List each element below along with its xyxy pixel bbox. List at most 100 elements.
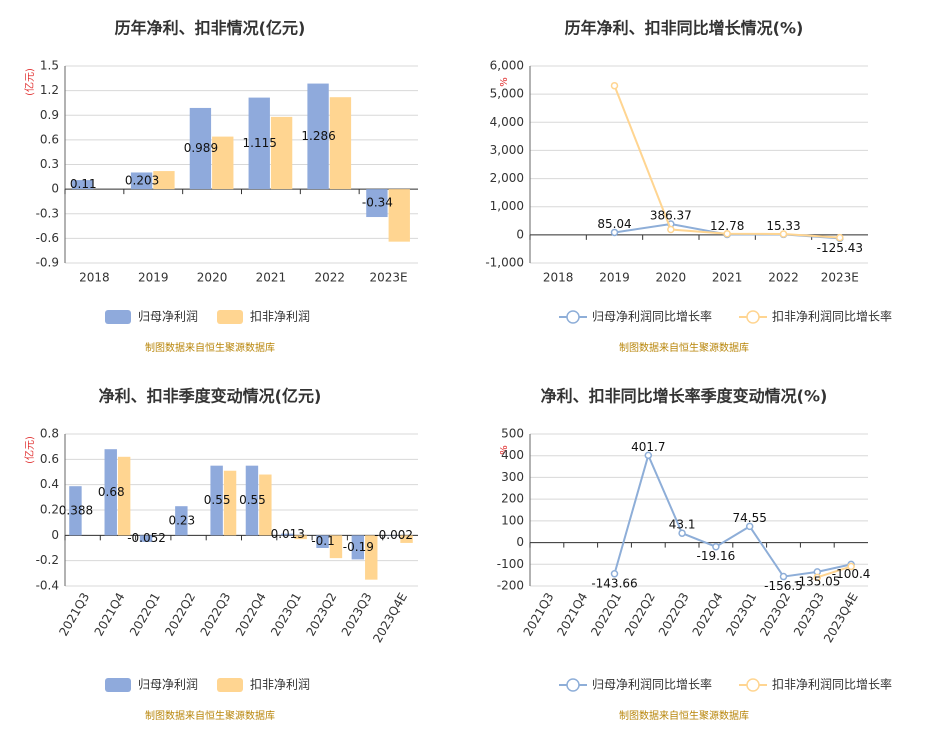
y-tick-label: 2,000 bbox=[490, 171, 524, 185]
y-tick-label: 100 bbox=[501, 513, 524, 527]
legend-label[interactable]: 扣非净利润同比增长率 bbox=[772, 677, 892, 692]
line bbox=[816, 565, 852, 579]
y-tick-label: 0.9 bbox=[40, 108, 59, 122]
x-tick-label: 2023Q1 bbox=[268, 590, 304, 638]
point bbox=[723, 229, 731, 238]
bar bbox=[223, 470, 237, 536]
data-label: 0.68 bbox=[98, 485, 125, 499]
legend-label[interactable]: 归母净利润同比增长率 bbox=[592, 309, 712, 324]
bar bbox=[117, 456, 131, 536]
x-tick-label: 2021Q3 bbox=[56, 590, 92, 638]
legend-swatch[interactable] bbox=[566, 310, 580, 324]
bar bbox=[139, 535, 153, 542]
bar bbox=[329, 97, 352, 190]
y-tick-label: 300 bbox=[501, 470, 524, 484]
x-tick-label: 2023Q1 bbox=[723, 590, 759, 638]
y-tick-label: -1,000 bbox=[485, 256, 524, 270]
data-label: -0.34 bbox=[362, 196, 393, 210]
legend-swatch[interactable] bbox=[217, 678, 243, 692]
x-tick-label: 2022 bbox=[314, 271, 345, 285]
legend-label[interactable]: 归母净利润同比增长率 bbox=[592, 677, 712, 692]
legend-swatch[interactable] bbox=[746, 678, 760, 692]
y-axis-label: % bbox=[499, 445, 510, 455]
y-tick-label: 3,000 bbox=[490, 143, 524, 157]
data-label: 0.55 bbox=[239, 493, 266, 507]
data-label: -0.1 bbox=[311, 534, 334, 548]
legend-label[interactable]: 归母净利润 bbox=[138, 678, 198, 692]
x-tick-label: 2020 bbox=[656, 271, 687, 285]
point bbox=[667, 225, 675, 234]
data-label: 74.55 bbox=[733, 511, 767, 525]
bar bbox=[388, 189, 410, 242]
bar bbox=[72, 180, 94, 190]
point bbox=[610, 81, 619, 90]
point bbox=[644, 451, 653, 460]
y-tick-label: 0 bbox=[51, 528, 59, 542]
bar bbox=[307, 83, 329, 190]
point bbox=[745, 522, 754, 531]
y-tick-label: 0.3 bbox=[40, 157, 59, 171]
bar bbox=[175, 506, 188, 536]
y-axis-label: (亿元) bbox=[23, 436, 36, 464]
data-label: 401.7 bbox=[631, 440, 665, 454]
y-tick-label: 1.2 bbox=[40, 83, 59, 97]
x-tick-label: 2022Q2 bbox=[162, 590, 198, 638]
bar bbox=[365, 535, 378, 580]
bar bbox=[351, 535, 365, 560]
x-tick-label: 2022Q4 bbox=[690, 590, 726, 638]
x-tick-label: 2022Q4 bbox=[233, 590, 269, 638]
line bbox=[613, 85, 840, 239]
legend-label[interactable]: 扣非净利润同比增长率 bbox=[772, 309, 892, 324]
bar bbox=[329, 535, 343, 559]
legend-swatch[interactable] bbox=[217, 310, 243, 324]
legend-label[interactable]: 归母净利润 bbox=[138, 310, 198, 324]
legend-swatch[interactable] bbox=[105, 310, 131, 324]
legend-label[interactable]: 扣非净利润 bbox=[250, 678, 310, 692]
point bbox=[712, 542, 720, 551]
chart-title: 历年净利、扣非情况(亿元) bbox=[115, 19, 306, 38]
legend-swatch[interactable] bbox=[566, 678, 580, 692]
source-note: 制图数据来自恒生聚源数据库 bbox=[619, 709, 749, 722]
y-tick-label: -200 bbox=[497, 579, 524, 593]
data-label: 1.286 bbox=[301, 129, 335, 143]
legend-label[interactable]: 扣非净利润 bbox=[250, 310, 310, 324]
y-tick-label: 200 bbox=[501, 492, 524, 506]
source-note: 制图数据来自恒生聚源数据库 bbox=[145, 709, 275, 722]
data-label: 0.203 bbox=[125, 173, 159, 187]
x-tick-label: 2023E bbox=[821, 271, 859, 285]
point bbox=[610, 228, 619, 237]
y-tick-label: -0.9 bbox=[36, 256, 59, 270]
data-label: -135.05 bbox=[794, 574, 840, 588]
bar bbox=[104, 449, 117, 536]
y-tick-label: -0.3 bbox=[36, 206, 59, 220]
legend-swatch[interactable] bbox=[105, 678, 131, 692]
y-tick-label: 0 bbox=[51, 182, 59, 196]
bar bbox=[69, 486, 82, 536]
data-label: -0.19 bbox=[343, 540, 374, 554]
y-tick-label: 0.8 bbox=[40, 427, 59, 441]
data-label: 0.013 bbox=[271, 527, 305, 541]
x-tick-label: 2021Q4 bbox=[92, 590, 128, 638]
y-tick-label: 1.5 bbox=[40, 59, 59, 73]
y-tick-label: -0.2 bbox=[36, 553, 59, 567]
chart-title: 历年净利、扣非同比增长情况(%) bbox=[565, 19, 804, 38]
y-tick-label: 4,000 bbox=[490, 115, 524, 129]
x-tick-label: 2022Q1 bbox=[127, 590, 163, 638]
y-tick-label: 400 bbox=[501, 448, 524, 462]
legend-swatch[interactable] bbox=[746, 310, 760, 324]
bar bbox=[400, 535, 413, 543]
bar bbox=[281, 533, 294, 536]
data-label: -100.4 bbox=[832, 567, 871, 581]
bar bbox=[248, 97, 270, 190]
data-label: -0.002 bbox=[374, 528, 413, 542]
y-axis-label: (亿元) bbox=[23, 68, 36, 96]
data-label: 0.55 bbox=[204, 493, 231, 507]
data-label: 386.37 bbox=[650, 208, 692, 222]
x-tick-label: 2021 bbox=[712, 271, 743, 285]
y-tick-label: -0.6 bbox=[36, 231, 59, 245]
data-label: 0.989 bbox=[184, 141, 218, 155]
bar bbox=[259, 474, 272, 536]
y-tick-label: -100 bbox=[497, 557, 524, 571]
data-label: 43.1 bbox=[669, 518, 696, 532]
